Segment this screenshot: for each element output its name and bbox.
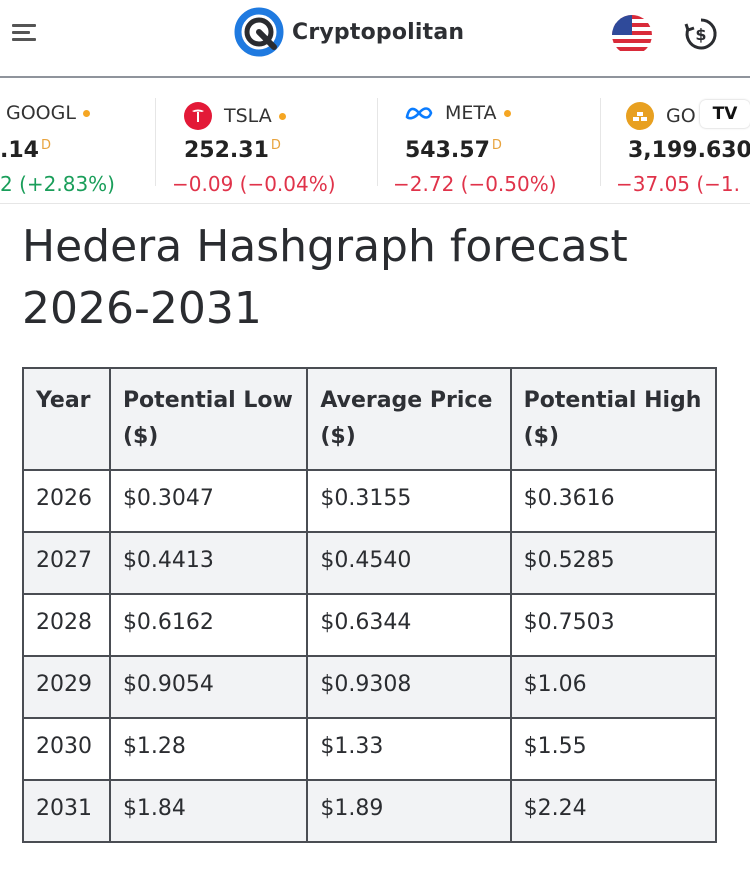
title-line-2: 2026-2031	[22, 283, 262, 334]
tesla-logo-icon	[184, 102, 212, 130]
cell-year: 2029	[22, 655, 111, 719]
market-status-dot	[503, 109, 511, 117]
cell-average: $1.33	[306, 717, 512, 781]
cell-high: $0.5285	[509, 531, 718, 595]
ticker-price: 3,199.630	[628, 138, 750, 163]
meta-logo-icon	[405, 105, 433, 121]
cell-high: $1.55	[509, 717, 718, 781]
table-row: 2031 $1.84 $1.89 $2.24	[22, 779, 718, 843]
cell-high: $0.7503	[509, 593, 718, 657]
cryptopolitan-logo-icon	[234, 7, 284, 57]
cell-low: $0.6162	[108, 593, 309, 657]
tradingview-logo-icon[interactable]: TV	[700, 100, 750, 128]
cell-low: $1.84	[108, 779, 309, 843]
ticker-symbol: META	[445, 102, 497, 124]
table-row: 2028 $0.6162 $0.6344 $0.7503	[22, 593, 718, 657]
us-flag-icon[interactable]	[612, 15, 652, 55]
table-row: 2029 $0.9054 $0.9308 $1.06	[22, 655, 718, 719]
market-status-dot	[278, 112, 286, 120]
title-line-1: Hedera Hashgraph forecast	[22, 221, 628, 272]
delayed-marker: D	[40, 138, 51, 153]
ticker-item-googl[interactable]: GOOGL .14 D 2 (+2.83%)	[0, 80, 150, 203]
cell-year: 2027	[22, 531, 111, 595]
cell-low: $0.4413	[108, 531, 309, 595]
ticker-change: −2.72 (−0.50%)	[393, 172, 557, 196]
header-potential-high: Potential High ($)	[509, 367, 718, 471]
cell-average: $1.89	[306, 779, 512, 843]
table-row: 2030 $1.28 $1.33 $1.55	[22, 717, 718, 781]
header-average-price: Average Price ($)	[306, 367, 512, 471]
ticker-item-gold[interactable]: GO 3,199.630 −37.05 (−1.	[614, 80, 750, 203]
site-logo[interactable]: Cryptopolitan	[234, 7, 464, 57]
header-year: Year	[22, 367, 111, 471]
delayed-marker: D	[491, 138, 502, 153]
ticker-divider	[155, 98, 156, 186]
cell-high: $2.24	[509, 779, 718, 843]
header-potential-low: Potential Low ($)	[108, 367, 309, 471]
ticker-price: 543.57	[405, 138, 490, 163]
forecast-table: Year Potential Low ($) Average Price ($)…	[22, 367, 718, 843]
cell-year: 2031	[22, 779, 111, 843]
ticker-item-meta[interactable]: META 543.57 D −2.72 (−0.50%)	[393, 80, 593, 203]
brand-name: Cryptopolitan	[292, 19, 465, 45]
cell-year: 2030	[22, 717, 111, 781]
gold-logo-icon	[626, 102, 654, 130]
cell-high: $0.3616	[509, 469, 718, 533]
table-header-row: Year Potential Low ($) Average Price ($)…	[22, 367, 718, 471]
ticker-item-tsla[interactable]: TSLA 252.31 D −0.09 (−0.04%)	[172, 80, 372, 203]
ticker-change: −0.09 (−0.04%)	[172, 172, 336, 196]
currency-switch-icon[interactable]: $	[683, 16, 719, 52]
table-row: 2027 $0.4413 $0.4540 $0.5285	[22, 531, 718, 595]
ticker-price: 252.31	[184, 138, 269, 163]
market-status-dot	[82, 109, 90, 117]
ticker-change: −37.05 (−1.	[616, 172, 741, 196]
cell-low: $0.9054	[108, 655, 309, 719]
article-title: Hedera Hashgraph forecast 2026-2031	[22, 216, 722, 340]
svg-text:$: $	[695, 25, 706, 44]
ticker-symbol: TSLA	[224, 105, 272, 127]
cell-average: $0.9308	[306, 655, 512, 719]
cell-year: 2026	[22, 469, 111, 533]
ticker-change: 2 (+2.83%)	[0, 172, 115, 196]
ticker-symbol: GOOGL	[6, 102, 76, 124]
stock-ticker: GOOGL .14 D 2 (+2.83%) TSLA 252.31 D −0.09…	[0, 80, 750, 204]
cell-average: $0.6344	[306, 593, 512, 657]
ticker-symbol: GO	[666, 105, 696, 127]
ticker-divider	[600, 98, 601, 186]
cell-year: 2028	[22, 593, 111, 657]
cell-average: $0.3155	[306, 469, 512, 533]
cell-low: $1.28	[108, 717, 309, 781]
cell-average: $0.4540	[306, 531, 512, 595]
cell-high: $1.06	[509, 655, 718, 719]
cell-low: $0.3047	[108, 469, 309, 533]
delayed-marker: D	[270, 138, 281, 153]
site-header: Cryptopolitan $	[0, 0, 750, 78]
ticker-divider	[377, 98, 378, 186]
ticker-price: .14	[0, 138, 39, 163]
hamburger-menu-icon[interactable]	[10, 18, 40, 48]
table-row: 2026 $0.3047 $0.3155 $0.3616	[22, 469, 718, 533]
